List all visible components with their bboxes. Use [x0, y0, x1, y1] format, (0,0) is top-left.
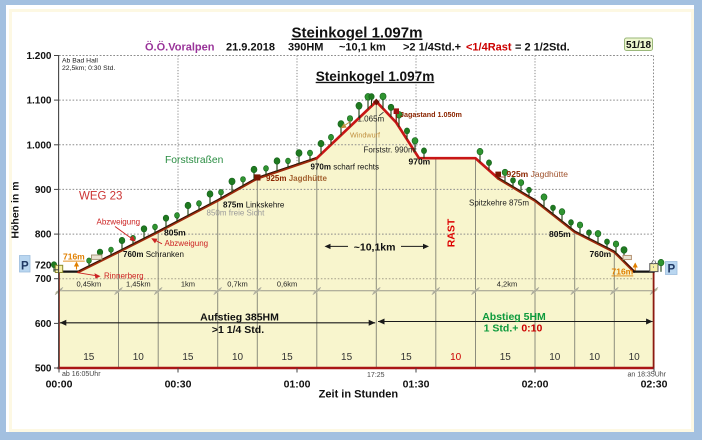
svg-text:0,6km: 0,6km — [277, 280, 297, 289]
svg-text:10: 10 — [450, 352, 462, 363]
svg-text:00:00: 00:00 — [46, 379, 73, 391]
svg-text:02:30: 02:30 — [641, 379, 668, 391]
svg-text:Abzweigung: Abzweigung — [165, 239, 209, 248]
svg-text:10: 10 — [133, 352, 145, 363]
svg-text:15: 15 — [500, 352, 512, 363]
svg-text:00:30: 00:30 — [165, 379, 192, 391]
svg-text:01:30: 01:30 — [403, 379, 430, 391]
svg-text:01:00: 01:00 — [284, 379, 311, 391]
svg-text:1.200: 1.200 — [26, 51, 51, 62]
svg-text:800: 800 — [35, 230, 52, 241]
svg-text:390HM: 390HM — [288, 42, 323, 54]
svg-text:600: 600 — [35, 319, 52, 330]
svg-text:P: P — [21, 260, 29, 272]
svg-text:1,45km: 1,45km — [126, 280, 151, 289]
svg-text:P: P — [667, 263, 675, 275]
svg-text:15: 15 — [282, 352, 294, 363]
svg-text:850m freie Sicht: 850m freie Sicht — [207, 208, 266, 217]
svg-text:Forststr. 990m: Forststr. 990m — [364, 146, 415, 155]
svg-text:Abzweigung: Abzweigung — [97, 217, 141, 226]
svg-text:02:00: 02:00 — [522, 379, 549, 391]
svg-text:1.000: 1.000 — [26, 140, 51, 151]
svg-text:1km: 1km — [181, 280, 195, 289]
svg-text:Ab Bad Hall: Ab Bad Hall — [62, 58, 98, 65]
svg-text:Steinkogel 1.097m: Steinkogel 1.097m — [292, 25, 423, 42]
svg-text:970m: 970m — [409, 157, 431, 167]
svg-text:925m Jagdhütte: 925m Jagdhütte — [507, 169, 569, 179]
svg-text:Aufstieg 385HM: Aufstieg 385HM — [200, 311, 279, 323]
svg-text:~10,1 km: ~10,1 km — [339, 42, 386, 54]
svg-text:10: 10 — [232, 352, 244, 363]
svg-text:805m: 805m — [164, 227, 186, 237]
svg-text:RAST: RAST — [446, 218, 458, 247]
svg-text:720: 720 — [35, 260, 52, 271]
svg-text:0,7km: 0,7km — [227, 280, 247, 289]
svg-text:22,5km; 0:30 Std.: 22,5km; 0:30 Std. — [62, 65, 115, 72]
svg-text:ab 16:05Uhr: ab 16:05Uhr — [62, 371, 101, 378]
svg-text:>1 1/4 Std.: >1 1/4 Std. — [212, 324, 264, 336]
svg-text:Zeit in Stunden: Zeit in Stunden — [319, 389, 399, 401]
svg-text:Spitzkehre 875m: Spitzkehre 875m — [469, 199, 529, 208]
svg-text:Ö.Ö.Voralpen: Ö.Ö.Voralpen — [145, 41, 215, 54]
svg-text:970m scharf rechts: 970m scharf rechts — [311, 162, 379, 171]
svg-text:Höhen in m: Höhen in m — [10, 181, 22, 238]
svg-text:an 18:35Uhr: an 18:35Uhr — [627, 372, 666, 379]
svg-text:Windwurf: Windwurf — [350, 130, 380, 139]
svg-text:Forststraßen: Forststraßen — [165, 155, 224, 166]
svg-text:875m Linkskehre: 875m Linkskehre — [223, 200, 285, 209]
svg-text:15: 15 — [341, 352, 353, 363]
svg-text:15: 15 — [401, 352, 413, 363]
svg-text:760m: 760m — [590, 249, 612, 259]
svg-text:~10,1km: ~10,1km — [354, 241, 396, 253]
svg-text:Rinnerberg: Rinnerberg — [104, 271, 144, 280]
svg-text:= 2 1/2Std.: = 2 1/2Std. — [515, 42, 570, 54]
svg-text:17:25: 17:25 — [367, 372, 385, 379]
svg-text:1.065m: 1.065m — [358, 115, 385, 124]
svg-text:900: 900 — [35, 185, 52, 196]
svg-text:1 Std.+ 0:10: 1 Std.+ 0:10 — [484, 323, 543, 335]
svg-text:1.100: 1.100 — [26, 96, 51, 107]
svg-text:21.9.2018: 21.9.2018 — [226, 42, 275, 54]
svg-text:716m: 716m — [63, 252, 85, 262]
svg-text:10: 10 — [549, 352, 561, 363]
svg-text:15: 15 — [83, 352, 95, 363]
svg-text:<1/4Rast: <1/4Rast — [466, 42, 512, 54]
svg-text:Jagastand 1.050m: Jagastand 1.050m — [400, 110, 462, 119]
svg-text:10: 10 — [629, 352, 641, 363]
svg-text:760m Schranken: 760m Schranken — [123, 250, 184, 259]
svg-text:51/18: 51/18 — [626, 40, 651, 51]
svg-text:0,45km: 0,45km — [76, 280, 101, 289]
svg-text:716m: 716m — [612, 267, 634, 277]
svg-text:500: 500 — [35, 364, 52, 375]
svg-text:925m Jagdhütte: 925m Jagdhütte — [266, 174, 327, 183]
svg-text:Steinkogel 1.097m: Steinkogel 1.097m — [316, 69, 435, 84]
svg-text:WEG 23: WEG 23 — [79, 190, 122, 202]
svg-text:15: 15 — [182, 352, 194, 363]
svg-text:805m: 805m — [549, 229, 571, 239]
svg-text:Abstieg 5HM: Abstieg 5HM — [482, 311, 546, 323]
svg-text:10: 10 — [589, 352, 601, 363]
svg-text:>2 1/4Std.+: >2 1/4Std.+ — [403, 42, 461, 54]
svg-text:700: 700 — [35, 274, 52, 285]
svg-text:4,2km: 4,2km — [497, 280, 517, 289]
